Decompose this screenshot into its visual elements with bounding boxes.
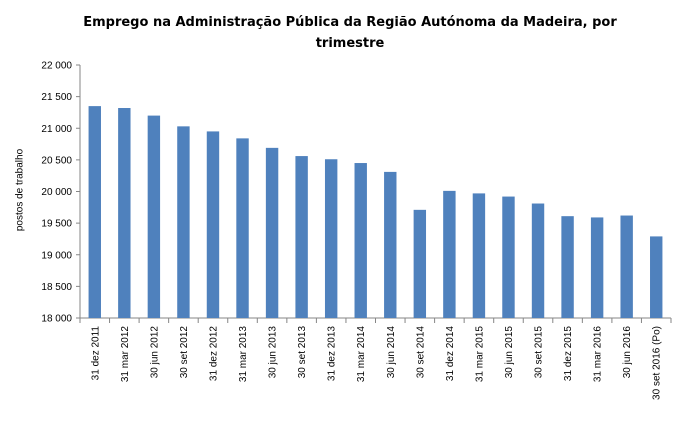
x-tick-label: 30 set 2014 — [415, 326, 426, 379]
x-tick-label: 31 mar 2012 — [120, 326, 131, 383]
x-tick-label: 30 jun 2012 — [149, 326, 160, 379]
bar — [295, 156, 308, 318]
x-tick-label: 31 dez 2015 — [563, 326, 574, 381]
x-tick-label: 30 jun 2014 — [386, 326, 397, 379]
bar — [384, 171, 397, 318]
bar — [206, 131, 220, 318]
y-tick-label: 19 000 — [41, 250, 72, 261]
x-tick-label: 30 jun 2015 — [504, 326, 515, 379]
bar — [324, 159, 338, 318]
bar — [531, 203, 545, 318]
x-tick-label: 30 jun 2013 — [268, 326, 279, 379]
bar — [590, 217, 604, 318]
bar — [354, 163, 367, 318]
y-tick-label: 21 000 — [41, 124, 72, 135]
x-tick-label: 30 set 2012 — [179, 326, 190, 379]
bar — [502, 196, 515, 318]
y-tick-label: 21 500 — [41, 92, 72, 103]
x-tick-label: 31 mar 2014 — [356, 326, 367, 383]
x-tick-label: 30 set 2015 — [534, 326, 545, 379]
x-tick-label: 30 jun 2016 — [622, 326, 633, 379]
x-tick-label: 31 dez 2011 — [90, 326, 101, 381]
x-tick-label: 31 mar 2013 — [238, 326, 249, 383]
bar — [118, 108, 131, 318]
bar — [650, 236, 663, 318]
x-tick-label: 31 dez 2012 — [208, 326, 219, 381]
bar — [620, 215, 633, 318]
bar — [265, 147, 279, 318]
x-tick-label: 30 set 2013 — [297, 326, 308, 379]
x-tick-label: 31 mar 2016 — [593, 326, 604, 383]
y-tick-label: 19 500 — [41, 219, 72, 230]
y-tick-label: 18 500 — [41, 282, 72, 293]
bar — [147, 115, 161, 318]
x-tick-label: 31 mar 2015 — [474, 326, 485, 383]
y-tick-label: 22 000 — [41, 61, 72, 72]
bar — [443, 190, 456, 318]
x-tick-label: 31 dez 2014 — [445, 326, 456, 381]
bar — [413, 209, 427, 318]
y-tick-label: 20 000 — [41, 187, 72, 198]
y-tick-label: 20 500 — [41, 155, 72, 166]
y-tick-label: 18 000 — [41, 314, 72, 325]
bar — [472, 193, 486, 318]
bar — [561, 216, 574, 318]
x-tick-label: 31 dez 2013 — [327, 326, 338, 381]
bar — [177, 126, 190, 318]
bar — [88, 106, 101, 318]
x-tick-label: 30 set 2016 (Po) — [652, 326, 663, 400]
bar — [236, 138, 249, 318]
chart-title: Emprego na Administração Pública da Regi… — [83, 15, 617, 51]
